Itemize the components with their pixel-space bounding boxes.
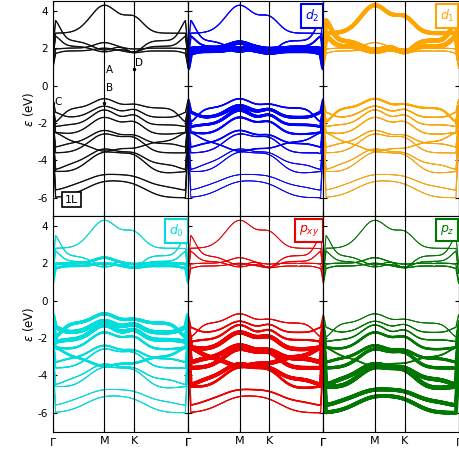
Text: $d_2$: $d_2$	[304, 8, 319, 24]
Text: $p_{xy}$: $p_{xy}$	[298, 223, 319, 238]
Text: B: B	[106, 83, 112, 93]
Text: $d_1$: $d_1$	[439, 8, 453, 24]
Text: C: C	[54, 97, 62, 107]
Text: 1L: 1L	[65, 194, 78, 205]
Text: A: A	[106, 65, 112, 75]
Text: $p_z$: $p_z$	[439, 223, 453, 237]
Text: $d_0$: $d_0$	[169, 223, 184, 239]
Y-axis label: $\varepsilon$ (eV): $\varepsilon$ (eV)	[21, 306, 36, 342]
Y-axis label: $\varepsilon$ (eV): $\varepsilon$ (eV)	[21, 91, 36, 127]
Text: D: D	[135, 58, 143, 68]
